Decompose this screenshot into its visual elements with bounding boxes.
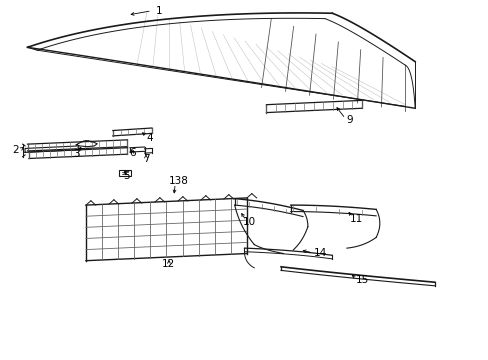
Text: 2: 2 bbox=[12, 145, 19, 155]
Text: 3: 3 bbox=[73, 149, 80, 159]
Text: 4: 4 bbox=[146, 133, 152, 143]
Text: 15: 15 bbox=[355, 275, 368, 285]
Text: 12: 12 bbox=[162, 259, 175, 269]
Text: 138: 138 bbox=[168, 176, 188, 186]
Text: 9: 9 bbox=[346, 115, 352, 125]
Text: 5: 5 bbox=[122, 171, 129, 181]
Text: 14: 14 bbox=[313, 248, 326, 258]
Text: 11: 11 bbox=[349, 214, 363, 224]
Text: 7: 7 bbox=[142, 154, 149, 164]
Text: 1: 1 bbox=[156, 6, 162, 16]
Text: 10: 10 bbox=[243, 217, 255, 227]
Text: 6: 6 bbox=[129, 148, 135, 158]
